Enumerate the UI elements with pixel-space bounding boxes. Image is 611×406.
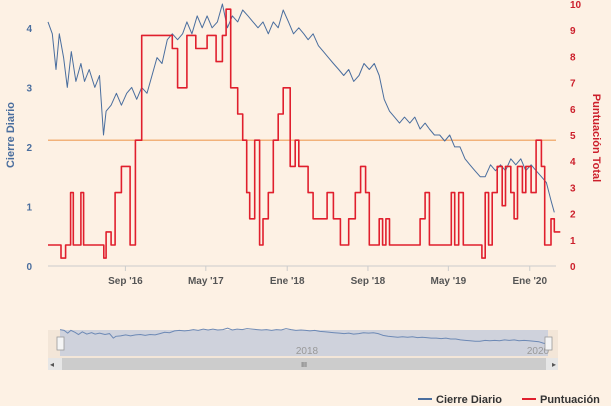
y-left-tick-label: 0 <box>26 262 32 273</box>
navigator-right-handle[interactable] <box>544 336 553 351</box>
plot-area <box>48 4 556 266</box>
navigator-label-2018: 2018 <box>296 346 319 357</box>
navigator-label-2020: 2020 <box>527 346 550 357</box>
x-tick-label: May '17 <box>188 276 224 287</box>
y-right-tick-label: 2 <box>570 210 576 221</box>
y-right-tick-label: 8 <box>570 52 576 63</box>
y-right-tick-label: 3 <box>570 183 576 194</box>
y-axis-right: 0 1 2 3 4 5 6 7 8 9 10 <box>570 0 582 273</box>
series-line-cierre-diario[interactable] <box>47 3 555 213</box>
y-left-tick-label: 2 <box>26 143 32 154</box>
y-axis-right-title: Puntuación Total <box>590 94 602 182</box>
scroll-right-arrow-icon[interactable]: ▸ <box>552 360 556 369</box>
y-right-tick-label: 6 <box>570 105 576 116</box>
navigator-series-line <box>59 327 547 345</box>
x-tick-label: Ene '20 <box>512 276 547 287</box>
plot-background <box>48 4 556 266</box>
y-right-tick-label: 9 <box>570 26 576 37</box>
x-tick-label: Sep '18 <box>351 276 386 287</box>
y-right-tick-label: 1 <box>570 236 576 247</box>
navigator-left-handle[interactable] <box>56 336 65 351</box>
legend-label-cierre-diario: Cierre Diario <box>436 394 502 406</box>
y-right-tick-label: 5 <box>570 131 576 142</box>
navigator-scrollbar-grip: III <box>301 362 307 369</box>
x-tick-label: May '19 <box>430 276 466 287</box>
legend-item-cierre-diario[interactable]: Cierre Diario <box>418 394 502 406</box>
navigator-scrollbar-thumb[interactable] <box>62 358 546 370</box>
x-tick-label: Sep '16 <box>108 276 143 287</box>
navigator[interactable]: 2018 2020 III ◂ ▸ <box>48 327 558 370</box>
y-right-tick-label: 10 <box>570 0 582 11</box>
x-axis: Sep '16 May '17 Ene '18 Sep '18 May '19 Ene '… <box>48 265 556 287</box>
y-right-tick-label: 4 <box>570 157 576 168</box>
series-line-puntuacion[interactable] <box>48 8 561 259</box>
y-left-tick-label: 1 <box>26 202 32 213</box>
navigator-series <box>59 327 547 345</box>
y-left-tick-label: 3 <box>26 83 32 94</box>
legend: Cierre Diario Puntuación <box>418 394 600 406</box>
x-tick-label: Ene '18 <box>270 276 305 287</box>
y-axis-left: 0 1 2 3 4 <box>26 24 32 273</box>
legend-item-puntuacion[interactable]: Puntuación <box>522 394 600 406</box>
y-right-tick-label: 0 <box>570 262 576 273</box>
y-left-tick-label: 4 <box>26 24 32 35</box>
y-axis-left-title: Cierre Diario <box>5 102 17 168</box>
series-layer <box>47 3 561 259</box>
y-right-tick-label: 7 <box>570 79 576 90</box>
legend-label-puntuacion: Puntuación <box>540 394 600 406</box>
scroll-left-arrow-icon[interactable]: ◂ <box>50 360 54 369</box>
